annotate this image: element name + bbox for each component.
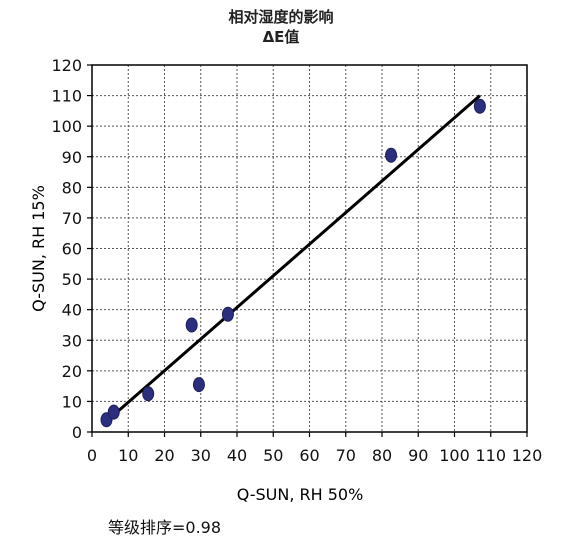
data-point	[473, 98, 486, 114]
y-tick-label: 120	[51, 56, 82, 75]
x-tick-label: 120	[512, 446, 543, 465]
y-tick-label: 110	[51, 87, 82, 106]
y-tick-label: 20	[62, 362, 82, 381]
grid	[92, 65, 527, 432]
x-tick-label: 90	[408, 446, 428, 465]
x-tick-label: 50	[263, 446, 283, 465]
data-point	[142, 386, 155, 402]
x-tick-label: 30	[191, 446, 211, 465]
data-point	[107, 404, 120, 420]
data-point	[221, 306, 234, 322]
x-tick-label: 80	[372, 446, 392, 465]
x-tick-label: 110	[475, 446, 506, 465]
y-tick-label: 90	[62, 148, 82, 167]
x-tick-label: 40	[227, 446, 247, 465]
data-point	[385, 147, 398, 163]
x-tick-label: 100	[439, 446, 470, 465]
y-tick-label: 70	[62, 209, 82, 228]
x-tick-label: 10	[118, 446, 138, 465]
trend-line	[105, 94, 481, 423]
x-tick-label: 70	[336, 446, 356, 465]
y-tick-label: 10	[62, 392, 82, 411]
y-tick-label: 0	[72, 423, 82, 442]
rank-correlation-note: 等级排序=0.98	[108, 518, 222, 537]
y-tick-label: 40	[62, 301, 82, 320]
y-tick-label: 60	[62, 240, 82, 259]
x-tick-label: 0	[87, 446, 97, 465]
y-tick-label: 100	[51, 117, 82, 136]
y-tick-label: 80	[62, 178, 82, 197]
data-point	[185, 317, 198, 333]
chart-subtitle: ΔE值	[262, 28, 300, 46]
data-point	[192, 377, 205, 393]
chart-title: 相对湿度的影响	[228, 8, 334, 26]
y-tick-label: 50	[62, 270, 82, 289]
y-tick-label: 30	[62, 331, 82, 350]
y-axis-label: Q-SUN, RH 15%	[29, 185, 48, 312]
x-tick-label: 60	[299, 446, 319, 465]
x-tick-label: 20	[154, 446, 174, 465]
x-axis-label: Q-SUN, RH 50%	[237, 485, 364, 504]
